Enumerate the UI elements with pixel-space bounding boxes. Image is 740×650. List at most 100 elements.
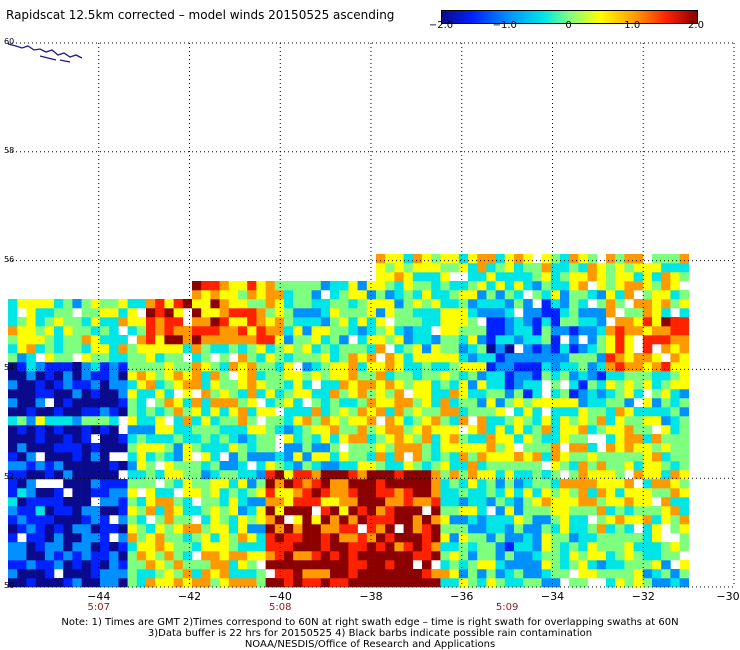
swath-cell xyxy=(136,578,147,588)
swath-cell xyxy=(633,560,644,570)
swath-cell xyxy=(357,497,368,507)
swath-cell xyxy=(431,470,441,480)
swath-cell xyxy=(624,290,634,300)
swath-cell xyxy=(348,533,358,543)
swath-cell xyxy=(127,506,138,516)
swath-cell xyxy=(615,254,625,264)
swath-cell xyxy=(265,398,276,408)
swath-cell xyxy=(596,524,607,534)
swath-cell xyxy=(642,317,653,327)
swath-cell xyxy=(265,290,276,300)
swath-cell xyxy=(578,263,588,273)
swath-cell xyxy=(532,443,542,453)
swath-cell xyxy=(615,281,625,291)
swath-cell xyxy=(394,470,404,480)
swath-cell xyxy=(182,362,193,372)
lon-tick-label: −34 xyxy=(540,590,565,603)
swath-cell xyxy=(642,497,653,507)
swath-cell xyxy=(164,479,174,489)
swath-cell xyxy=(514,371,524,381)
swath-cell xyxy=(569,281,579,291)
swath-cell xyxy=(26,380,36,390)
swath-cell xyxy=(192,506,202,516)
swath-cell xyxy=(146,434,156,444)
swath-cell xyxy=(633,569,644,579)
swath-cell xyxy=(670,425,680,435)
swath-cell xyxy=(468,533,478,543)
swath-cell xyxy=(228,461,239,471)
swath-cell xyxy=(394,461,404,471)
swath-cell xyxy=(238,533,248,543)
swath-cell xyxy=(541,452,552,462)
swath-cell xyxy=(35,362,46,372)
swath-cell xyxy=(155,416,165,426)
swath-cell xyxy=(523,542,533,552)
swath-cell xyxy=(265,434,276,444)
swath-cell xyxy=(440,425,450,435)
swath-cell xyxy=(173,317,184,327)
swath-cell xyxy=(127,398,138,408)
swath-cell xyxy=(293,533,303,543)
swath-cell xyxy=(523,254,533,264)
swath-cell xyxy=(440,407,450,417)
swath-cell xyxy=(81,434,92,444)
swath-cell xyxy=(357,281,368,291)
swath-cell xyxy=(210,389,220,399)
swath-cell xyxy=(449,560,460,570)
swath-cell xyxy=(284,479,294,489)
swath-cell xyxy=(624,380,634,390)
swath-cell xyxy=(302,479,312,489)
swath-cell xyxy=(633,380,644,390)
swath-cell xyxy=(192,398,202,408)
swath-cell xyxy=(569,506,579,516)
swath-cell xyxy=(514,416,524,426)
swath-cell xyxy=(173,362,184,372)
swath-cell xyxy=(339,407,349,417)
swath-cell xyxy=(514,353,524,363)
swath-cell xyxy=(440,515,450,525)
swath-cell xyxy=(615,263,625,273)
swath-cell xyxy=(348,524,358,534)
swath-cell xyxy=(320,434,331,444)
swath-cell xyxy=(274,578,285,588)
swath-cell xyxy=(201,308,211,318)
swath-cell xyxy=(146,317,156,327)
swath-cell xyxy=(394,443,404,453)
swath-cell xyxy=(422,371,432,381)
swath-cell xyxy=(679,533,690,543)
swath-cell xyxy=(118,506,128,516)
swath-cell xyxy=(26,560,36,570)
swath-cell xyxy=(330,425,340,435)
swath-cell xyxy=(17,443,27,453)
swath-cell xyxy=(63,461,73,471)
swath-cell xyxy=(486,497,496,507)
swath-cell xyxy=(412,263,423,273)
swath-cell xyxy=(136,443,147,453)
swath-cell xyxy=(146,380,156,390)
swath-cell xyxy=(385,362,395,372)
swath-cell xyxy=(146,362,156,372)
swath-cell xyxy=(394,407,404,417)
swath-cell xyxy=(477,488,487,498)
swath-cell xyxy=(348,488,358,498)
swath-cell xyxy=(615,362,625,372)
swath-cell xyxy=(486,371,496,381)
swath-cell xyxy=(652,263,662,273)
swath-cell xyxy=(366,407,377,417)
swath-cell xyxy=(412,497,423,507)
swath-cell xyxy=(302,434,312,444)
swath-cell xyxy=(201,461,211,471)
swath-cell xyxy=(376,461,386,471)
swath-cell xyxy=(532,560,542,570)
swath-cell xyxy=(8,326,18,336)
swath-cell xyxy=(109,353,119,363)
swath-cell xyxy=(339,389,349,399)
swath-cell xyxy=(173,479,184,489)
swath-cell xyxy=(569,434,579,444)
swath-cell xyxy=(440,524,450,534)
swath-cell xyxy=(35,560,46,570)
swath-cell xyxy=(274,470,285,480)
swath-cell xyxy=(247,281,257,291)
swath-cell xyxy=(330,506,340,516)
swath-cell xyxy=(17,506,27,516)
